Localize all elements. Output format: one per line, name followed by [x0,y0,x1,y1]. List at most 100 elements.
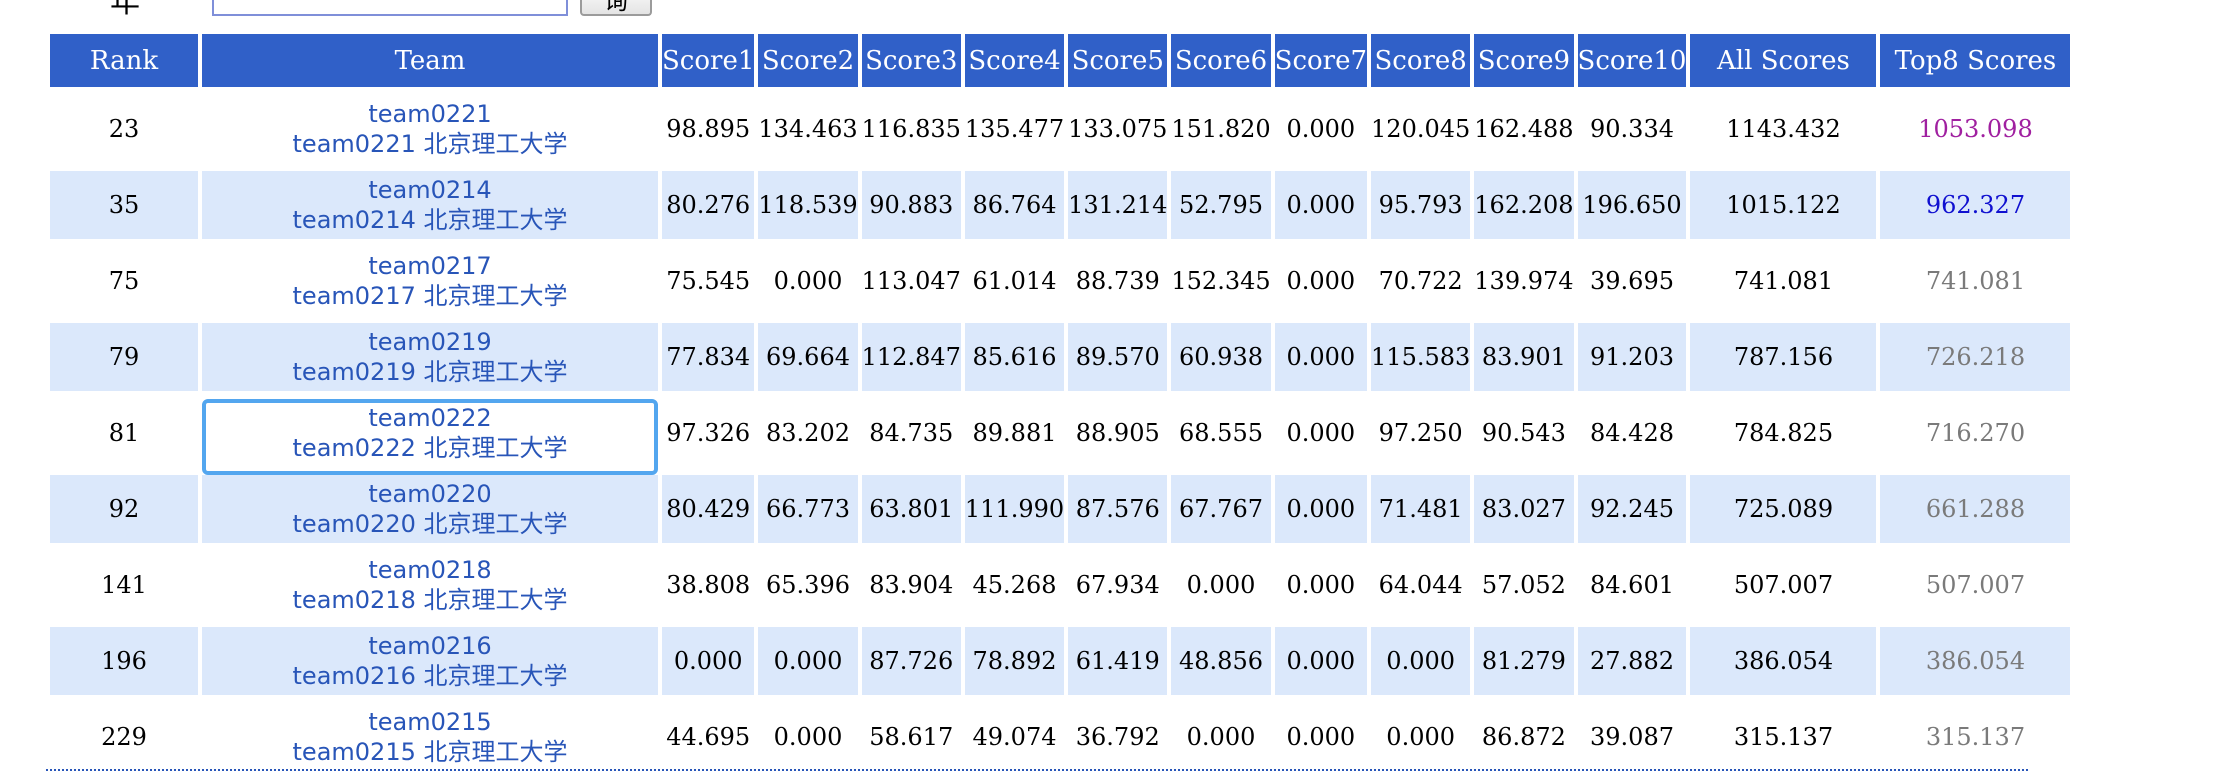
score5-cell: 131.214 [1068,171,1168,247]
rank-cell: 81 [50,399,198,475]
score3-cell: 90.883 [861,171,961,247]
score9-cell: 81.279 [1474,627,1574,703]
team-id-link[interactable]: team0216 [368,632,492,660]
column-header-top8-scores: Top8 Scores [1880,34,2071,95]
search-input[interactable] [212,0,568,16]
table-row: 79 team0219 team0219 北京理工大学 77.834 69.664 112… [50,323,2071,399]
team-id-link[interactable]: team0218 [368,556,492,584]
top8-scores-cell: 661.288 [1880,475,2071,551]
search-bar: 年 询 [0,0,2216,18]
score6-cell: 67.767 [1171,475,1271,551]
score5-cell: 89.570 [1068,323,1168,399]
score2-cell: 0.000 [758,703,858,776]
team-cell[interactable]: team0222 team0222 北京理工大学 [202,399,658,475]
rank-cell: 23 [50,95,198,171]
score4-cell: 85.616 [964,323,1065,399]
team-name-link[interactable]: team0215 北京理工大学 [292,738,568,766]
score3-cell: 87.726 [861,627,961,703]
score1-cell: 38.808 [662,551,755,627]
table-row: 141 team0218 team0218 北京理工大学 38.808 65.396 83… [50,551,2071,627]
team-cell[interactable]: team0219 team0219 北京理工大学 [202,323,658,399]
score3-cell: 113.047 [861,247,961,323]
score4-cell: 45.268 [964,551,1065,627]
score4-cell: 89.881 [964,399,1065,475]
score1-cell: 44.695 [662,703,755,776]
score1-cell: 98.895 [662,95,755,171]
top8-scores-cell: 315.137 [1880,703,2071,776]
score4-cell: 49.074 [964,703,1065,776]
team-name-link[interactable]: team0218 北京理工大学 [292,586,568,614]
team-id-link[interactable]: team0221 [368,100,492,128]
rank-cell: 196 [50,627,198,703]
score2-cell: 83.202 [758,399,858,475]
score9-cell: 57.052 [1474,551,1574,627]
score2-cell: 134.463 [758,95,858,171]
score5-cell: 88.905 [1068,399,1168,475]
score10-cell: 84.428 [1577,399,1687,475]
team-name-link[interactable]: team0219 北京理工大学 [292,358,568,386]
rank-cell: 79 [50,323,198,399]
team-name-link[interactable]: team0216 北京理工大学 [292,662,568,690]
team-id-link[interactable]: team0214 [368,176,492,204]
table-row: 35 team0214 team0214 北京理工大学 80.276 118.539 90… [50,171,2071,247]
score4-cell: 61.014 [964,247,1065,323]
column-header-all-scores: All Scores [1690,34,1877,95]
score7-cell: 0.000 [1274,399,1368,475]
column-header-score4: Score4 [964,34,1065,95]
score8-cell: 64.044 [1371,551,1471,627]
score1-cell: 80.429 [662,475,755,551]
top8-scores-cell: 1053.098 [1880,95,2071,171]
team-cell[interactable]: team0220 team0220 北京理工大学 [202,475,658,551]
score6-cell: 152.345 [1171,247,1271,323]
score2-cell: 69.664 [758,323,858,399]
score9-cell: 162.488 [1474,95,1574,171]
score5-cell: 133.075 [1068,95,1168,171]
score6-cell: 0.000 [1171,551,1271,627]
score2-cell: 118.539 [758,171,858,247]
all-scores-cell: 1015.122 [1690,171,1877,247]
score6-cell: 68.555 [1171,399,1271,475]
top8-scores-cell: 386.054 [1880,627,2071,703]
search-button[interactable]: 询 [580,0,652,16]
table-header: Rank Team Score1 Score2 Score3 Score4 Score5 Sc… [50,34,2071,95]
rank-table: Rank Team Score1 Score2 Score3 Score4 Score5 Sc… [46,34,2074,776]
team-name-link[interactable]: team0220 北京理工大学 [292,510,568,538]
team-id-link[interactable]: team0217 [368,252,492,280]
team-name-link[interactable]: team0214 北京理工大学 [292,206,568,234]
team-name-link[interactable]: team0221 北京理工大学 [292,130,568,158]
top8-scores-cell: 716.270 [1880,399,2071,475]
rank-cell: 35 [50,171,198,247]
score6-cell: 0.000 [1171,703,1271,776]
rank-cell: 92 [50,475,198,551]
score8-cell: 0.000 [1371,627,1471,703]
team-name-link[interactable]: team0222 北京理工大学 [292,434,568,462]
score1-cell: 0.000 [662,627,755,703]
team-cell[interactable]: team0217 team0217 北京理工大学 [202,247,658,323]
rank-cell: 229 [50,703,198,776]
score9-cell: 139.974 [1474,247,1574,323]
score8-cell: 115.583 [1371,323,1471,399]
score10-cell: 39.695 [1577,247,1687,323]
all-scores-cell: 507.007 [1690,551,1877,627]
team-id-link[interactable]: team0220 [368,480,492,508]
score4-cell: 86.764 [964,171,1065,247]
team-cell[interactable]: team0215 team0215 北京理工大学 [202,703,658,776]
score10-cell: 84.601 [1577,551,1687,627]
score7-cell: 0.000 [1274,323,1368,399]
score7-cell: 0.000 [1274,475,1368,551]
team-cell[interactable]: team0216 team0216 北京理工大学 [202,627,658,703]
score5-cell: 36.792 [1068,703,1168,776]
team-id-link[interactable]: team0222 [368,404,492,432]
team-name-link[interactable]: team0217 北京理工大学 [292,282,568,310]
score10-cell: 90.334 [1577,95,1687,171]
score5-cell: 87.576 [1068,475,1168,551]
team-cell[interactable]: team0221 team0221 北京理工大学 [202,95,658,171]
rank-cell: 75 [50,247,198,323]
team-cell[interactable]: team0218 team0218 北京理工大学 [202,551,658,627]
team-cell[interactable]: team0214 team0214 北京理工大学 [202,171,658,247]
score5-cell: 61.419 [1068,627,1168,703]
column-header-score7: Score7 [1274,34,1368,95]
team-id-link[interactable]: team0219 [368,328,492,356]
column-header-score10: Score10 [1577,34,1687,95]
team-id-link[interactable]: team0215 [368,708,492,736]
